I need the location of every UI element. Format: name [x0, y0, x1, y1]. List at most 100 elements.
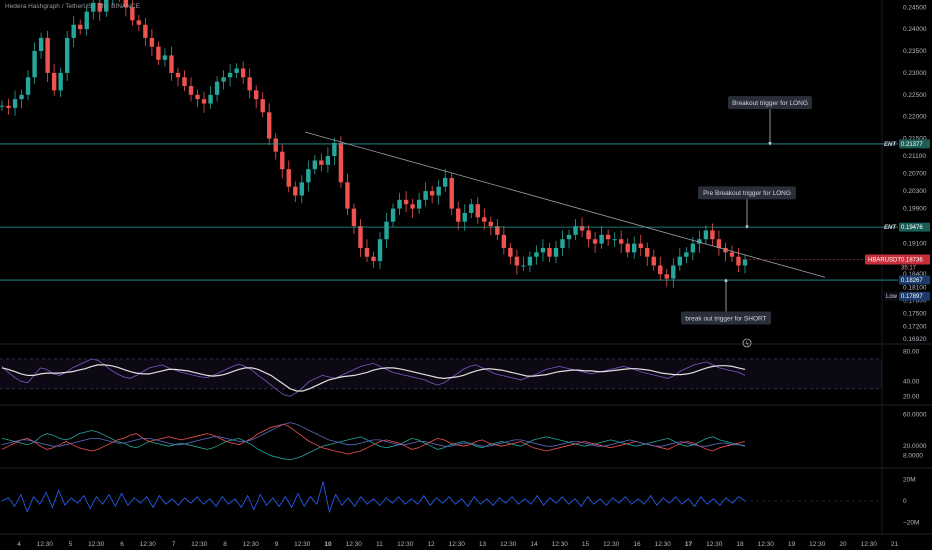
candle-body — [332, 142, 337, 157]
candle-body — [560, 239, 565, 248]
candle-body — [273, 138, 278, 152]
candle-body — [84, 11, 89, 30]
candle-body — [306, 169, 311, 183]
price-tick-label: 0.24000 — [903, 26, 927, 33]
oscillator-tick-label: −20M — [903, 520, 919, 527]
candle-body — [32, 51, 37, 78]
time-tick-label: 8 — [223, 541, 227, 548]
candle-body — [12, 99, 18, 108]
candle-body — [286, 169, 291, 187]
time-tick-label: 12:30 — [140, 541, 157, 548]
grid — [0, 0, 932, 535]
time-tick-label: 12:30 — [397, 541, 414, 548]
low-value: 0.17897 — [901, 294, 923, 300]
candle-body — [586, 230, 591, 240]
candle-body — [514, 256, 520, 266]
annotation-box — [681, 311, 771, 325]
candle-body — [338, 142, 344, 183]
price-axis[interactable]: 0.24500 0.24000 0.23500 0.23000 0.22500 0.220… — [903, 4, 927, 526]
candle-body — [221, 77, 226, 82]
candle-body — [416, 199, 422, 209]
level-value-badge — [899, 275, 930, 285]
candle-body — [736, 256, 741, 266]
candle-body — [51, 72, 57, 91]
candle-body — [403, 199, 409, 205]
time-tick-label: 20 — [839, 541, 847, 548]
rsi_ma-line — [1, 364, 746, 392]
candle-body — [325, 156, 331, 165]
candle-body — [436, 186, 441, 196]
candle-body — [625, 243, 630, 253]
candle-body — [201, 99, 207, 104]
dmi_plus-line — [1, 430, 746, 461]
candle-body — [156, 46, 161, 60]
trendline — [304, 131, 826, 278]
time-tick-label: 12:30 — [552, 541, 569, 548]
candle-body — [501, 234, 507, 248]
candle-body — [267, 112, 272, 139]
time-axis[interactable]: 4 12:30 5 12:30 6 12:30 7 12:30 8 12:30 9 12:30 10 12… — [17, 541, 898, 548]
candle-body — [469, 204, 474, 213]
current-price-badge — [865, 254, 930, 265]
dmi-panel — [1, 422, 746, 461]
current-price-symbol: HBARUSDT — [868, 258, 901, 264]
candle-body — [508, 247, 513, 257]
candlestick-series — [0, 0, 748, 288]
price-tick-label: 0.18400 — [903, 271, 927, 278]
candle-body — [573, 226, 578, 235]
alert-icon[interactable]: ϟ — [742, 338, 752, 348]
time-tick-label: 12:30 — [449, 541, 466, 548]
candle-body — [462, 212, 467, 222]
time-tick-label: 12:30 — [191, 541, 208, 548]
candle-body — [6, 105, 11, 108]
price-tags: ENT 0.21377 ENT 0.19476 0.18267 HBARUSDT 0.187… — [865, 139, 930, 301]
time-tick-label: 12:30 — [758, 541, 775, 548]
candle-body — [429, 191, 435, 196]
candle-body — [162, 55, 168, 60]
candle-body — [677, 256, 683, 266]
candle-body — [299, 182, 305, 196]
candle-body — [253, 90, 259, 100]
time-tick-label: 19 — [788, 541, 796, 548]
candle-body — [475, 204, 480, 218]
price-tick-label: 0.22000 — [903, 114, 927, 121]
time-tick-label: 4 — [17, 541, 21, 548]
price-tick-label: 0.22500 — [903, 92, 927, 99]
candle-body — [592, 239, 598, 244]
overlays: Breakout trigger for LONG Pre Breakout tr… — [0, 96, 898, 325]
annotation-text: Pre Breakout trigger for LONG — [703, 190, 791, 197]
time-tick-label: 9 — [275, 541, 279, 548]
candle-body — [25, 77, 31, 95]
level-value: 0.21377 — [901, 142, 923, 148]
time-tick-label: 12:30 — [500, 541, 517, 548]
rsi-line — [1, 358, 746, 397]
candle-body — [240, 68, 246, 78]
time-tick-label: 15 — [582, 541, 590, 548]
candle-body — [658, 265, 663, 275]
alert-icon-glyph: ϟ — [745, 342, 749, 348]
candle-body — [130, 7, 135, 21]
candle-body — [488, 221, 494, 227]
candle-body — [143, 24, 148, 38]
candle-body — [618, 239, 624, 244]
candle-body — [671, 265, 676, 279]
candle-body — [449, 177, 454, 209]
candle-body — [553, 247, 559, 257]
candle-body — [612, 239, 617, 241]
annotation-box — [728, 96, 812, 110]
price-tick-label: 0.20700 — [903, 171, 927, 178]
level-value-badge — [899, 222, 930, 232]
candle-body — [280, 151, 285, 170]
candle-body — [599, 234, 604, 244]
candle-body — [195, 94, 200, 100]
candle-body — [377, 239, 383, 262]
price-tick-label: 0.16920 — [903, 336, 927, 343]
candle-body — [234, 68, 239, 73]
candle-body — [605, 234, 611, 240]
low-value-badge — [899, 291, 930, 301]
time-tick-label: 7 — [172, 541, 176, 548]
price-tick-label: 0.17500 — [903, 311, 927, 318]
price-tick-label: 0.18100 — [903, 284, 927, 291]
time-tick-label: 12:30 — [88, 541, 105, 548]
